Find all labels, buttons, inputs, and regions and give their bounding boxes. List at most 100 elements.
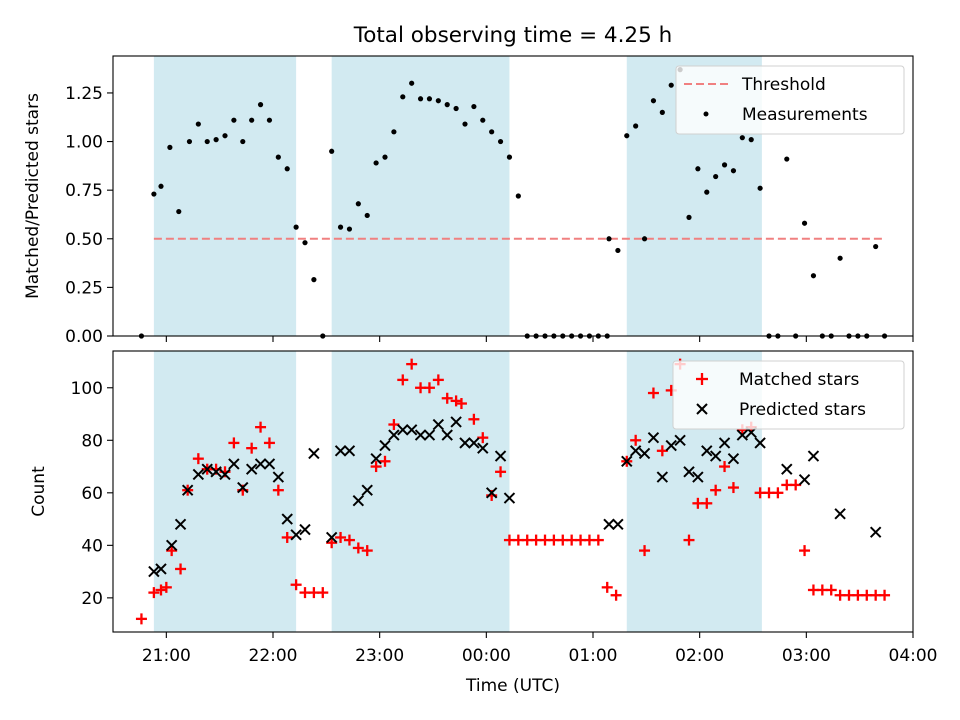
measurement-point [167,144,173,150]
legend-threshold-label: Threshold [741,75,826,95]
matched-star-marker [879,589,891,601]
predicted-star-marker [494,450,507,462]
matched-star-marker [272,484,284,496]
predicted-star-marker [254,458,267,470]
matched-star-marker [160,581,172,593]
matched-star-marker [477,432,489,444]
top-panel: 0.00 0.25 0.50 0.75 1.00 1.25 Matched/Predict… [23,55,914,347]
predicted-star-marker [718,437,731,449]
matched-star-marker [601,581,613,593]
measurement-point [240,138,246,145]
figure-title: Total observing time = 4.25 h [353,23,673,48]
measurement-point [158,183,164,189]
matched-star-marker [166,545,178,557]
matched-star-marker [175,563,187,575]
matched-star-marker [397,374,409,386]
measurement-point [337,224,344,230]
measurement-point [801,220,808,226]
matched-star-marker [790,479,802,491]
matched-star-marker [317,587,329,599]
top-shaded-intervals [153,56,762,336]
x-tick-label: 21:00 [142,646,191,666]
measurement-point [373,160,379,166]
measurement-point [695,166,701,172]
measurement-point [176,208,182,215]
matched-star-marker [468,413,480,425]
y-tick-label: 80 [81,431,103,451]
x-tick-label: 22:00 [249,646,298,666]
measurement-point [506,154,513,160]
y-tick-label: 20 [81,589,103,609]
predicted-star-marker [299,523,311,536]
predicted-star-marker [468,437,480,449]
measurement-point [489,129,495,135]
matched-star-marker [432,374,444,386]
predicted-star-marker [379,439,391,452]
predicted-star-marker [683,466,695,478]
x-tick-label: 01:00 [569,646,618,666]
predicted-star-marker [692,471,704,483]
measurement-point [462,121,468,127]
x-tick-label: 03:00 [782,646,831,666]
matched-star-marker [639,545,651,557]
measurement-point [668,82,674,88]
matched-star-marker [281,531,293,543]
predicted-star-marker [181,484,194,496]
measurement-point [641,236,648,242]
x-tick-label: 23:00 [355,646,404,666]
measurement-point [293,224,299,230]
measurement-point [435,98,441,104]
matched-star-marker [406,358,418,370]
measurement-point [311,277,317,283]
shaded-interval [153,351,297,632]
legend-predicted-label: Predicted stars [739,400,866,420]
y-tick-label: 60 [81,484,103,504]
predicted-star-marker [192,468,205,481]
matched-star-marker [379,455,391,467]
measurement-point [284,166,290,172]
matched-star-marker [326,537,338,549]
predicted-star-marker [503,492,516,504]
measurement-point [249,117,255,123]
matched-star-marker [683,534,695,546]
bottom-legend: Matched stars Predicted stars [672,360,905,430]
predicted-star-marker [727,452,740,465]
matched-star-marker [228,437,240,449]
predicted-star-marker [352,494,365,507]
predicted-star-marker [603,518,615,531]
measurement-point [426,96,433,102]
measurement-point [748,137,754,143]
matched-star-marker [825,584,837,596]
predicted-star-marker [219,468,231,481]
measurement-point [633,123,639,129]
matched-star-marker [647,387,659,399]
predicted-star-marker [701,445,713,457]
matched-star-marker [388,419,400,431]
predicted-star-marker [361,484,373,496]
measurement-point [784,156,790,162]
predicted-star-marker [674,434,686,446]
matched-star-marker [246,442,258,454]
x-tick-label: 02:00 [675,646,724,666]
measurement-point [391,129,397,135]
predicted-star-marker [174,518,187,531]
predicted-star-marker [781,463,793,475]
predicted-stars-markers [148,416,882,578]
shaded-interval [331,56,510,336]
predicted-star-marker [709,450,722,462]
predicted-star-marker [414,429,427,441]
measurement-point [382,154,388,160]
predicted-star-marker [656,471,669,483]
measurement-point [186,138,193,145]
matched-star-marker [441,392,453,404]
measurement-point [417,96,424,102]
measurement-point [515,193,521,199]
measurement-point [231,117,237,123]
predicted-star-marker [334,445,347,457]
y-tick-label: 0.50 [65,230,103,250]
matched-star-marker [352,542,364,554]
measurement-point [624,133,630,139]
predicted-star-marker [612,518,624,531]
y-tick-label: 40 [81,536,103,556]
bottom-y-ticks: 20 40 60 80 100 [71,379,113,609]
